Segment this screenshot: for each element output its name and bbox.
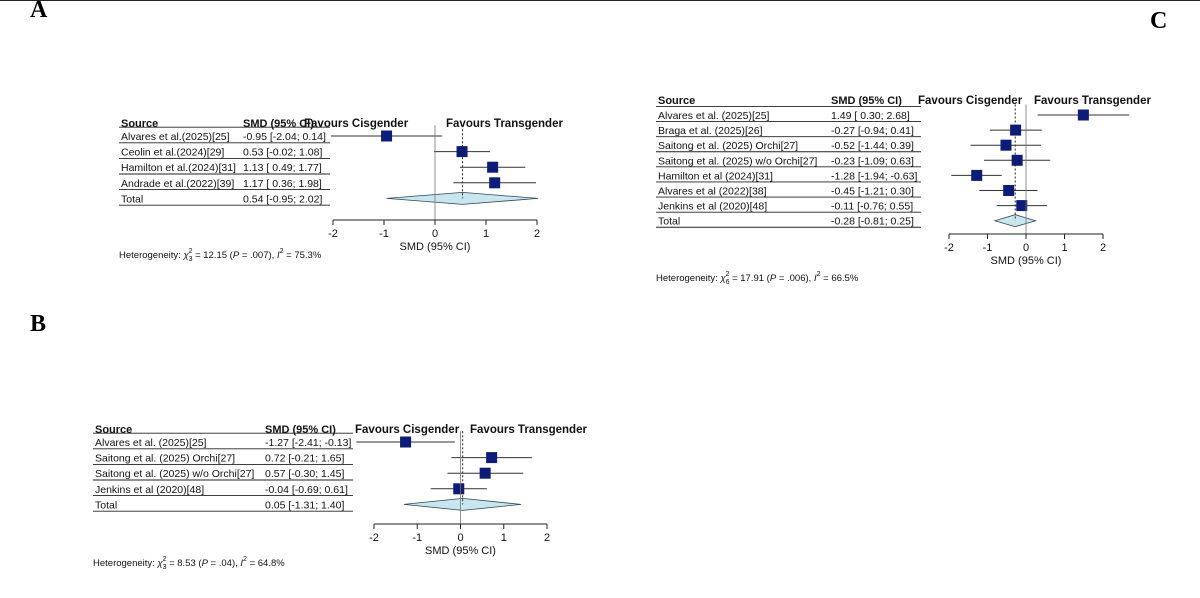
- study-source-label: Alvares et al (2022)[38]: [658, 186, 767, 198]
- study-marker: [479, 467, 491, 479]
- x-tick-label: -2: [944, 242, 954, 254]
- study-ci-label: -0.52 [-1.44; 0.39]: [831, 140, 914, 152]
- x-tick-label: -1: [412, 532, 422, 544]
- x-tick-label: 1: [501, 532, 507, 544]
- study-ci-label: 0.72 [-0.21; 1.65]: [265, 453, 344, 465]
- x-tick-label: 1: [483, 228, 489, 240]
- study-marker: [1000, 139, 1012, 151]
- x-axis-label: SMD (95% CI): [400, 241, 471, 253]
- x-tick-label: 0: [1023, 242, 1029, 254]
- study-source-label: Jenkins et al (2020)[48]: [95, 484, 204, 496]
- study-source-label: Saitong et al. (2025) w/o Orchi[27]: [658, 155, 817, 167]
- study-source-label: Saitong et al. (2025) Orchi[27]: [658, 140, 798, 152]
- column-header-smd: SMD (95% CI): [265, 424, 336, 436]
- favours-cisgender-label: Favours Cisgender: [918, 95, 1023, 107]
- study-ci-label: 1.13 [ 0.49; 1.77]: [243, 162, 322, 174]
- column-header-source: Source: [658, 95, 695, 107]
- study-source-label: Alvares et al. (2025)[25]: [658, 110, 770, 122]
- favours-transgender-label: Favours Transgender: [470, 424, 587, 436]
- total-ci-label: -0.28 [-0.81; 0.25]: [831, 216, 914, 228]
- x-tick-label: 1: [1061, 242, 1067, 254]
- total-ci-label: 0.54 [-0.95; 2.02]: [243, 193, 322, 205]
- study-ci-label: 1.49 [ 0.30; 2.68]: [831, 110, 910, 122]
- favours-transgender-label: Favours Transgender: [446, 118, 563, 130]
- column-header-source: Source: [95, 424, 132, 436]
- top-border: [0, 0, 1200, 1]
- total-label: Total: [95, 499, 117, 511]
- study-source-label: Hamilton et al.(2024)[31]: [121, 162, 236, 174]
- study-source-label: Alvares et al.(2025)[25]: [121, 131, 230, 143]
- study-marker: [1003, 185, 1015, 196]
- study-ci-label: 0.57 [-0.30; 1.45]: [265, 468, 344, 480]
- study-source-label: Andrade et al.(2022)[39]: [121, 178, 234, 190]
- study-marker: [1016, 200, 1028, 212]
- x-axis-label: SMD (95% CI): [991, 255, 1062, 267]
- x-tick-label: -1: [983, 242, 993, 254]
- study-source-label: Saitong et al. (2025) Orchi[27]: [95, 453, 235, 465]
- total-label: Total: [658, 216, 680, 228]
- study-marker: [487, 161, 499, 173]
- study-ci-label: -1.27 [-2.41; -0.13]: [265, 437, 351, 449]
- x-tick-label: 0: [432, 228, 438, 240]
- x-tick-label: -2: [328, 228, 338, 240]
- study-source-label: Jenkins et al (2020)[48]: [658, 201, 767, 213]
- study-ci-label: -0.95 [-2.04; 0.14]: [243, 131, 326, 143]
- panel-label-a: A: [30, 0, 48, 23]
- study-marker: [971, 169, 983, 181]
- heterogeneity-text: Heterogeneity: χ32 = 12.15 (P = .007), I…: [119, 248, 322, 263]
- forest-plot-b: Source SMD (95% CI) Favours Cisgender Favou…: [93, 424, 587, 571]
- x-axis-label: SMD (95% CI): [425, 545, 496, 557]
- x-tick-label: 2: [534, 228, 540, 240]
- study-ci-label: -0.45 [-1.21; 0.30]: [831, 186, 914, 198]
- study-ci-label: -1.28 [-1.94; -0.63]: [831, 170, 917, 182]
- study-ci-label: -0.11 [-0.76; 0.55]: [831, 201, 913, 213]
- study-marker: [453, 483, 465, 495]
- x-tick-label: 0: [457, 532, 463, 544]
- x-tick-label: 2: [1100, 242, 1106, 254]
- x-tick-label: -1: [379, 228, 389, 240]
- forest-plot-c: Source SMD (95% CI) Favours Cisgender Favou…: [656, 95, 1151, 286]
- study-marker: [1077, 109, 1089, 121]
- panel-label-b: B: [30, 311, 47, 337]
- study-source-label: Saitong et al. (2025) w/o Orchi[27]: [95, 468, 254, 480]
- x-tick-label: -2: [369, 532, 379, 544]
- study-source-label: Braga et al. (2025)[26]: [658, 125, 763, 137]
- study-source-label: Alvares et al. (2025)[25]: [95, 437, 207, 449]
- forest-plot-a: Source SMD (95% CI) Favours Cisgender Favou…: [119, 118, 563, 263]
- study-marker: [489, 177, 501, 189]
- column-header-smd: SMD (95% CI): [831, 95, 902, 107]
- favours-cisgender-label: Favours Cisgender: [355, 424, 460, 436]
- study-ci-label: -0.04 [-0.69; 0.61]: [265, 484, 348, 496]
- heterogeneity-text: Heterogeneity: χ32 = 8.53 (P = .04), I2 …: [93, 556, 285, 571]
- study-ci-label: 0.53 [-0.02; 1.08]: [243, 147, 322, 159]
- study-marker: [381, 130, 393, 142]
- favours-transgender-label: Favours Transgender: [1034, 95, 1151, 107]
- study-source-label: Ceolin et al.(2024)[29]: [121, 147, 224, 159]
- panel-label-c: C: [1150, 8, 1168, 34]
- study-ci-label: -0.27 [-0.94; 0.41]: [831, 125, 914, 137]
- total-label: Total: [121, 193, 143, 205]
- favours-cisgender-label: Favours Cisgender: [304, 118, 409, 130]
- study-marker: [400, 436, 412, 448]
- study-marker: [486, 452, 498, 464]
- study-marker: [456, 146, 468, 158]
- column-header-source: Source: [121, 118, 158, 130]
- study-marker: [1011, 154, 1023, 166]
- study-source-label: Hamilton et al (2024)[31]: [658, 170, 773, 182]
- total-ci-label: 0.05 [-1.31; 1.40]: [265, 499, 344, 511]
- heterogeneity-text: Heterogeneity: χ62 = 17.91 (P = .006), I…: [656, 271, 859, 286]
- study-ci-label: -0.23 [-1.09; 0.63]: [831, 155, 914, 167]
- study-ci-label: 1.17 [ 0.36; 1.98]: [243, 178, 322, 190]
- x-tick-label: 2: [544, 532, 550, 544]
